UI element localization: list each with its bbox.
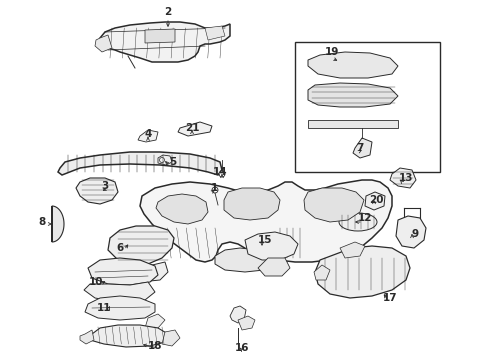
Text: 1: 1 <box>210 183 218 193</box>
Polygon shape <box>178 122 212 136</box>
Polygon shape <box>308 83 398 107</box>
Polygon shape <box>314 265 330 280</box>
Polygon shape <box>304 188 364 222</box>
Polygon shape <box>116 262 168 282</box>
Polygon shape <box>76 178 118 204</box>
Polygon shape <box>85 296 155 320</box>
Text: 2: 2 <box>164 7 171 17</box>
Bar <box>295 42 440 172</box>
Polygon shape <box>90 325 168 347</box>
Polygon shape <box>58 152 222 175</box>
Polygon shape <box>88 258 158 285</box>
Text: 3: 3 <box>101 181 109 191</box>
Text: 12: 12 <box>358 213 372 223</box>
Polygon shape <box>138 130 158 142</box>
Text: 18: 18 <box>148 341 162 351</box>
Polygon shape <box>80 330 94 344</box>
Polygon shape <box>396 216 426 248</box>
Polygon shape <box>108 226 174 265</box>
Text: 10: 10 <box>89 277 103 287</box>
Text: 7: 7 <box>356 143 364 153</box>
Polygon shape <box>145 314 165 328</box>
Polygon shape <box>52 206 64 242</box>
Text: 5: 5 <box>170 157 176 167</box>
Text: 8: 8 <box>38 217 46 227</box>
Polygon shape <box>156 194 208 224</box>
Polygon shape <box>158 155 172 165</box>
Text: 11: 11 <box>97 303 111 313</box>
Polygon shape <box>238 316 255 330</box>
Polygon shape <box>205 26 225 40</box>
Polygon shape <box>95 35 112 52</box>
Text: 9: 9 <box>412 229 418 239</box>
Polygon shape <box>145 29 175 43</box>
Circle shape <box>219 171 225 177</box>
Polygon shape <box>308 52 398 78</box>
Text: 20: 20 <box>369 195 383 205</box>
Polygon shape <box>315 246 410 298</box>
Polygon shape <box>224 188 280 220</box>
Polygon shape <box>140 180 392 262</box>
Text: 14: 14 <box>213 167 227 177</box>
Polygon shape <box>340 242 365 258</box>
Text: 15: 15 <box>258 235 272 245</box>
Text: 6: 6 <box>117 243 123 253</box>
Text: 16: 16 <box>235 343 249 353</box>
Polygon shape <box>245 232 298 260</box>
Text: 4: 4 <box>145 129 152 139</box>
Polygon shape <box>215 248 272 272</box>
Polygon shape <box>353 138 372 158</box>
Circle shape <box>212 187 218 193</box>
Polygon shape <box>230 306 246 323</box>
Polygon shape <box>390 168 416 188</box>
Polygon shape <box>258 258 290 276</box>
Text: 19: 19 <box>325 47 339 57</box>
Ellipse shape <box>339 213 377 231</box>
Text: 17: 17 <box>383 293 397 303</box>
Polygon shape <box>162 330 180 346</box>
Text: 13: 13 <box>399 173 413 183</box>
Polygon shape <box>365 192 385 210</box>
Polygon shape <box>308 120 398 128</box>
Polygon shape <box>84 282 155 302</box>
Polygon shape <box>100 22 230 62</box>
Text: 21: 21 <box>185 123 199 133</box>
